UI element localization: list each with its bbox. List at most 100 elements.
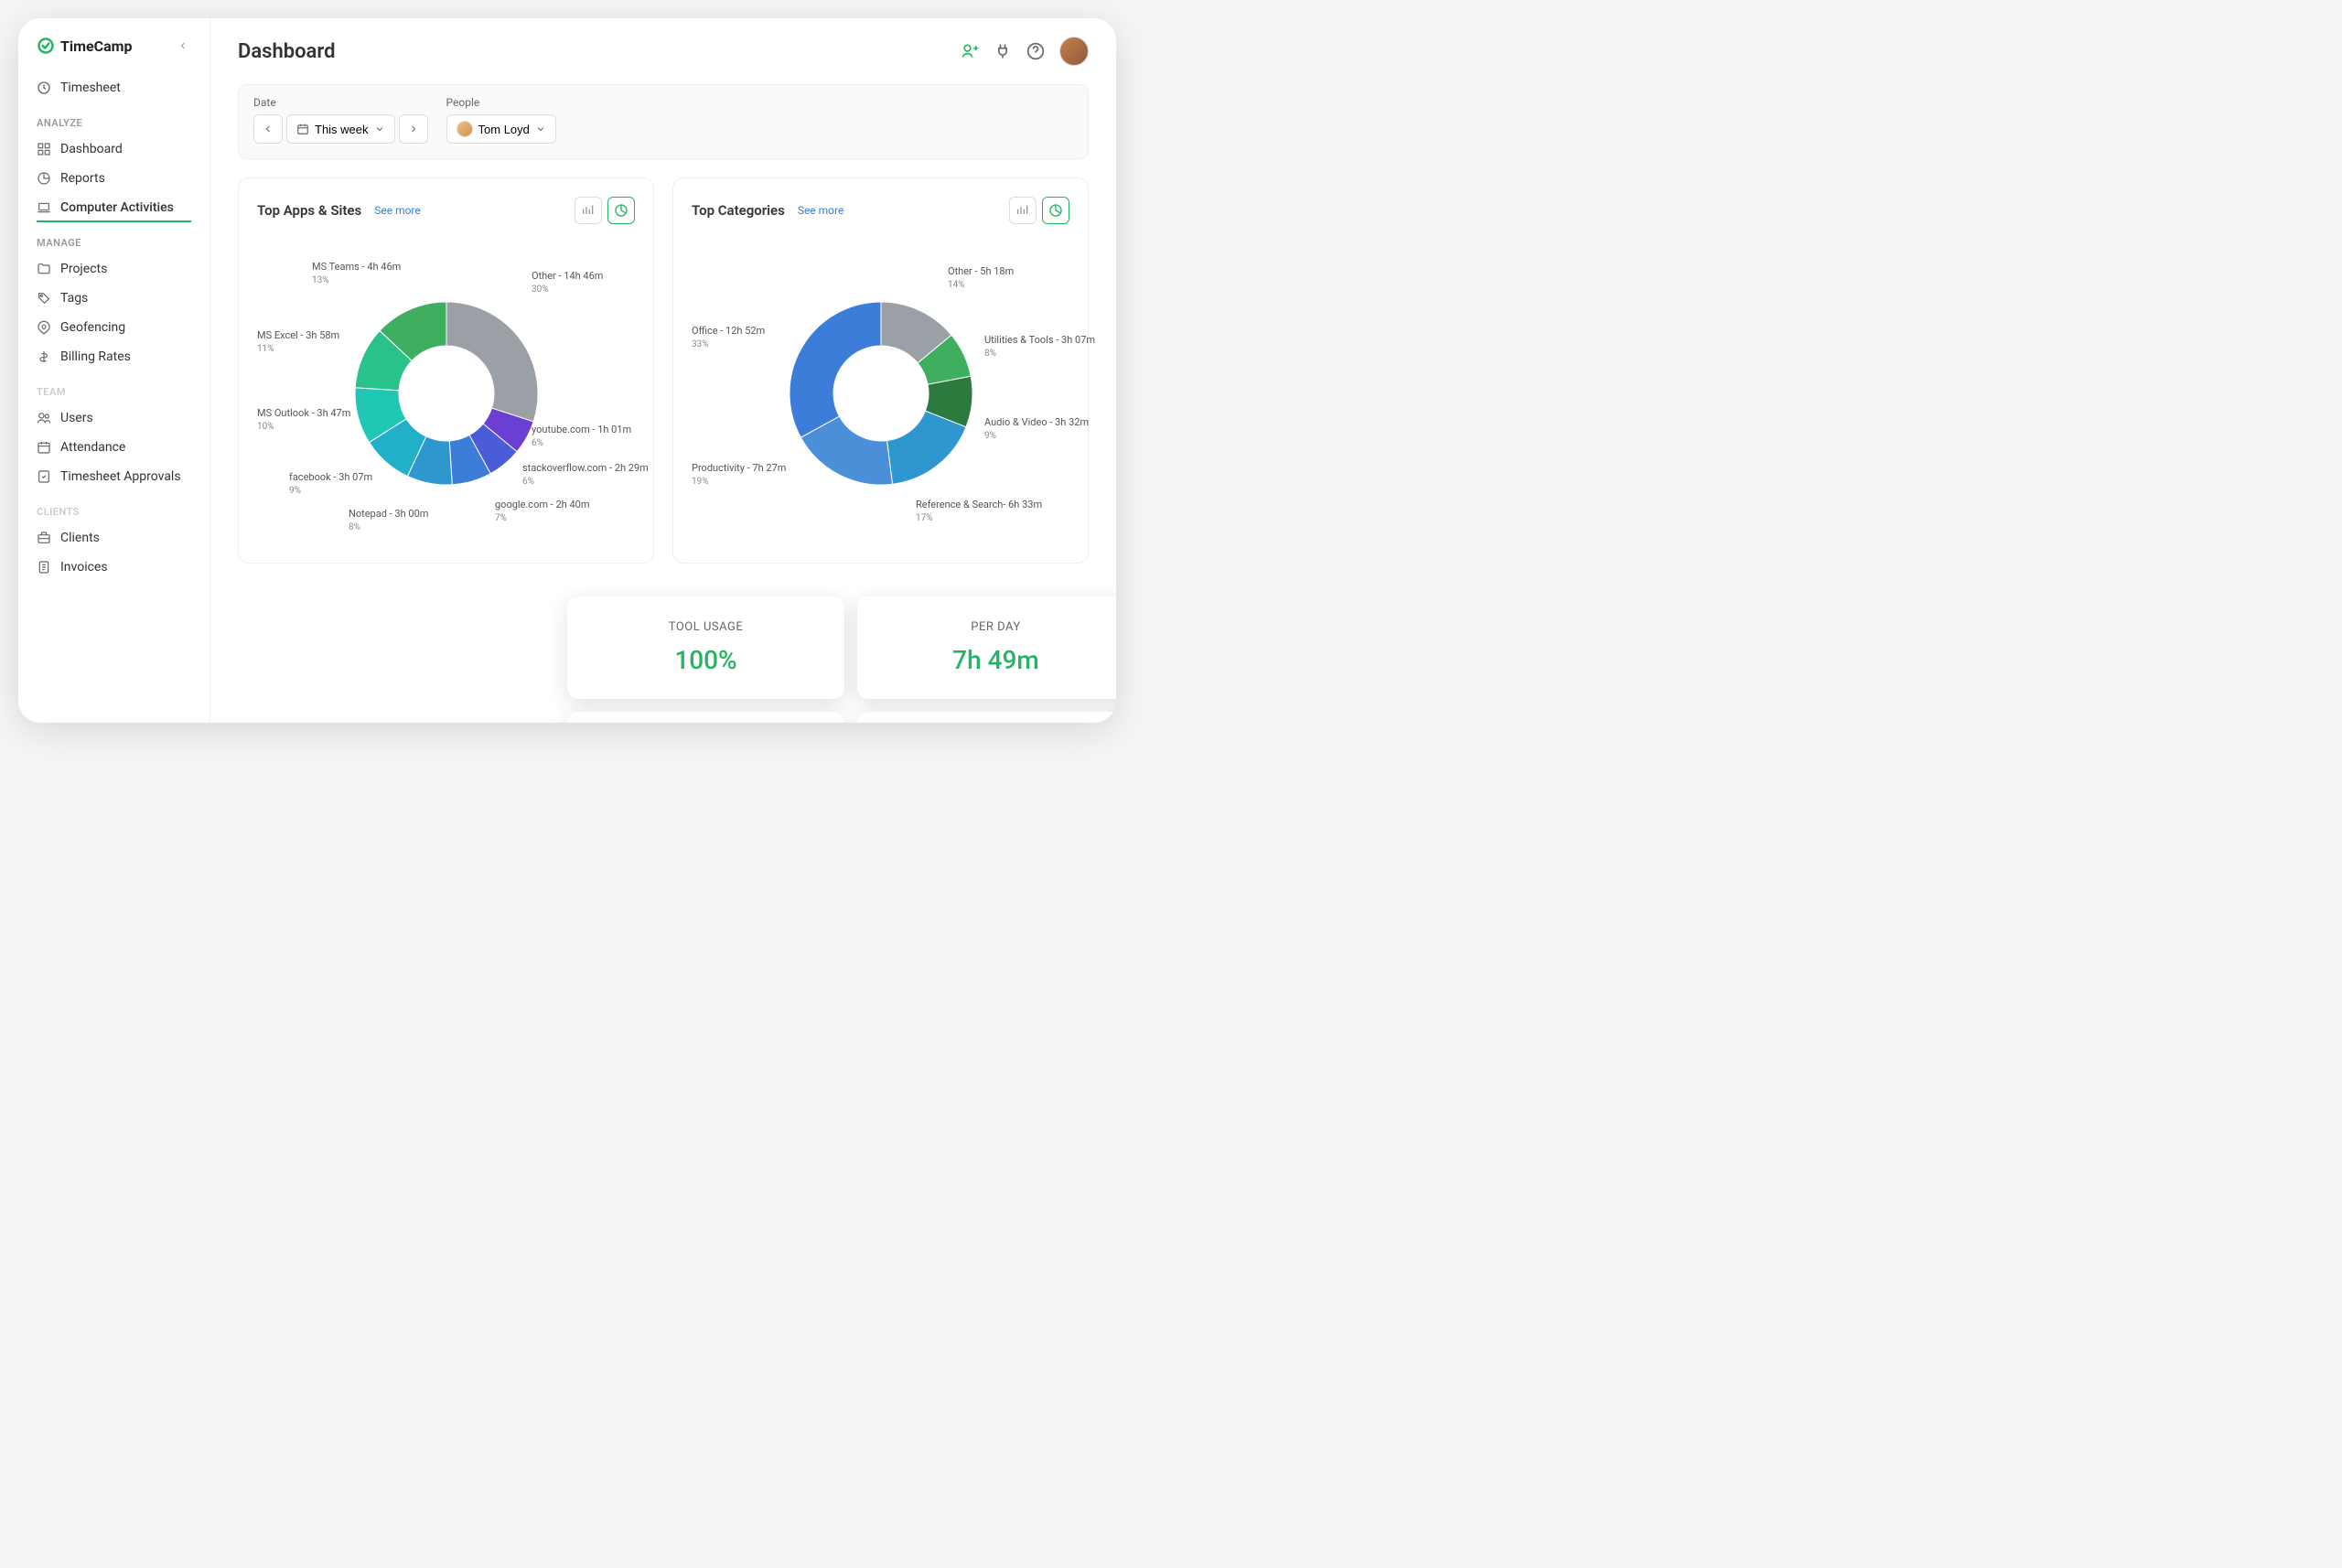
donut-svg	[346, 293, 547, 494]
pie-view-toggle[interactable]	[1042, 197, 1069, 224]
date-next-button[interactable]	[399, 114, 428, 144]
grid-icon	[37, 142, 51, 156]
header-actions	[961, 37, 1089, 66]
date-filter-group: Date This week	[253, 96, 428, 144]
brand-logo[interactable]: TimeCamp	[37, 37, 133, 55]
donut-label: google.com - 2h 40m7%	[495, 499, 589, 525]
nav-billing-rates[interactable]: Billing Rates	[18, 342, 209, 371]
stat-card-total-time: TOTAL TIME39h 02m	[567, 712, 844, 723]
nav-invoices[interactable]: Invoices	[18, 553, 209, 582]
plug-icon[interactable]	[994, 42, 1012, 60]
bar-view-toggle[interactable]	[1009, 197, 1037, 224]
nav-section-label: CLIENTS	[18, 491, 209, 523]
nav-label: Reports	[60, 171, 105, 186]
nav-label: Geofencing	[60, 320, 125, 335]
date-range-button[interactable]: This week	[286, 114, 395, 144]
stat-card-distracted-time: DISTRACTED TIME5h 27m (13%)	[857, 712, 1116, 723]
sidebar-collapse-button[interactable]	[175, 38, 191, 54]
nav-section-label: TEAM	[18, 371, 209, 403]
geo-icon	[37, 320, 51, 335]
people-select-button[interactable]: Tom Loyd	[446, 114, 556, 144]
stat-value: 7h 49m	[876, 645, 1116, 675]
donut-slice[interactable]	[446, 302, 538, 422]
logo-icon	[37, 37, 55, 55]
date-range-value: This week	[315, 123, 369, 136]
nav-dashboard[interactable]: Dashboard	[18, 134, 209, 164]
nav-tags[interactable]: Tags	[18, 284, 209, 313]
nav-label: Dashboard	[60, 142, 123, 156]
donut-label: MS Excel - 3h 58m11%	[257, 329, 339, 356]
donut-label: Productivity - 7h 27m19%	[692, 462, 786, 489]
laptop-icon	[37, 200, 51, 215]
top-categories-card: Top Categories See more Other - 5h 18m14…	[672, 177, 1089, 564]
add-user-icon[interactable]	[961, 42, 979, 60]
date-prev-button[interactable]	[253, 114, 283, 144]
nav-label: Clients	[60, 531, 100, 545]
nav-section-label: MANAGE	[18, 222, 209, 254]
nav-label: Computer Activities	[60, 200, 174, 215]
donut-label: Office - 12h 52m33%	[692, 325, 765, 351]
donut-label: stackoverflow.com - 2h 29m6%	[522, 462, 649, 489]
nav-label: Attendance	[60, 440, 125, 455]
people-filter-label: People	[446, 96, 556, 109]
pie-icon	[37, 171, 51, 186]
nav-label: Tags	[60, 291, 88, 306]
bar-view-toggle[interactable]	[575, 197, 602, 224]
sidebar: TimeCamp Timesheet ANALYZE Dashboard Repor…	[18, 18, 210, 723]
calendar-icon	[296, 123, 309, 135]
calendar-icon	[37, 440, 51, 455]
nav-projects[interactable]: Projects	[18, 254, 209, 284]
see-more-link[interactable]: See more	[798, 204, 844, 217]
nav-label: Timesheet	[60, 81, 121, 95]
tag-icon	[37, 291, 51, 306]
donut-svg	[780, 293, 982, 494]
header: Dashboard	[238, 37, 1089, 66]
nav-geofencing[interactable]: Geofencing	[18, 313, 209, 342]
donut-label: Audio & Video - 3h 32m9%	[984, 416, 1089, 443]
nav-label: Billing Rates	[60, 349, 131, 364]
nav-label: Timesheet Approvals	[60, 469, 181, 484]
donut-label: Other - 5h 18m14%	[948, 265, 1014, 292]
nav-timesheet-approvals[interactable]: Timesheet Approvals	[18, 462, 209, 491]
donut-slice[interactable]	[790, 302, 881, 437]
pie-view-toggle[interactable]	[607, 197, 635, 224]
nav-label: Projects	[60, 262, 107, 276]
logo-row: TimeCamp	[18, 37, 209, 73]
nav-timesheet[interactable]: Timesheet	[18, 73, 209, 102]
help-icon[interactable]	[1026, 42, 1045, 60]
nav-reports[interactable]: Reports	[18, 164, 209, 193]
people-value: Tom Loyd	[478, 123, 530, 136]
nav-attendance[interactable]: Attendance	[18, 433, 209, 462]
nav-section-label: ANALYZE	[18, 102, 209, 134]
categories-donut: Other - 5h 18m14%Utilities & Tools - 3h …	[692, 242, 1069, 544]
cards-row: Top Apps & Sites See more Other - 14h 46…	[238, 177, 1089, 564]
clock-icon	[37, 81, 51, 95]
donut-label: facebook - 3h 07m9%	[289, 471, 372, 498]
people-filter-group: People Tom Loyd	[446, 96, 556, 144]
donut-label: Other - 14h 46m30%	[532, 270, 603, 296]
card-title: Top Apps & Sites	[257, 202, 361, 219]
stat-label: TOOL USAGE	[586, 620, 826, 634]
nav-label: Invoices	[60, 560, 108, 575]
nav-label: Users	[60, 411, 93, 425]
donut-label: youtube.com - 1h 01m6%	[532, 424, 631, 450]
apps-donut: Other - 14h 46m30% youtube.com - 1h 01m6%…	[257, 242, 635, 544]
stat-label: PER DAY	[876, 620, 1116, 634]
date-filter-label: Date	[253, 96, 428, 109]
see-more-link[interactable]: See more	[374, 204, 421, 217]
stat-cards: TOOL USAGE 100% PER DAY 7h 49m TOTAL TIME39h…	[567, 596, 1116, 723]
briefcase-icon	[37, 531, 51, 545]
donut-slice[interactable]	[886, 411, 965, 484]
user-avatar[interactable]	[1059, 37, 1089, 66]
nav-clients[interactable]: Clients	[18, 523, 209, 553]
stat-value: 100%	[586, 645, 826, 675]
donut-label: Utilities & Tools - 3h 07m8%	[984, 334, 1095, 360]
nav-computer-activities[interactable]: Computer Activities	[37, 193, 191, 222]
chevron-down-icon	[535, 124, 546, 134]
donut-label: Notepad - 3h 00m8%	[349, 508, 428, 534]
card-title: Top Categories	[692, 202, 785, 219]
brand-name: TimeCamp	[60, 38, 133, 55]
nav-users[interactable]: Users	[18, 403, 209, 433]
invoice-icon	[37, 560, 51, 575]
stat-card-per-day: PER DAY 7h 49m	[857, 596, 1116, 699]
